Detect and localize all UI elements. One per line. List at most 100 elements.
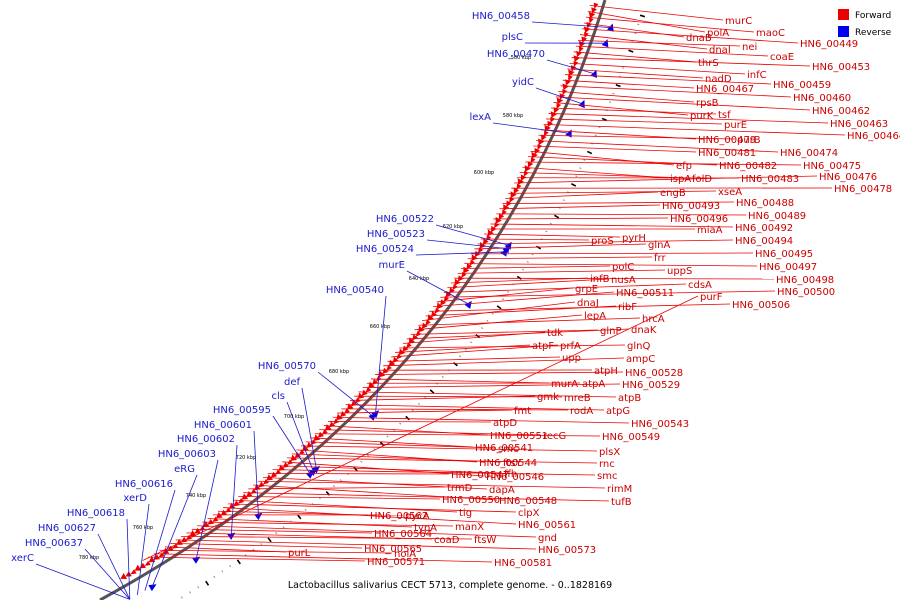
forward-feature — [509, 196, 515, 203]
ruler-tick — [575, 175, 578, 178]
ruler-label: 760 kbp — [133, 525, 153, 531]
ruler-tick — [639, 14, 646, 18]
reverse-gene-label: murE — [378, 260, 405, 271]
ruler-label: 740 kbp — [186, 493, 206, 499]
forward-gene-label: purL — [288, 548, 311, 559]
forward-feature — [336, 413, 343, 421]
forward-label-line — [577, 39, 741, 47]
ruler-tick — [516, 275, 522, 280]
forward-gene-label: smc — [597, 471, 617, 482]
reverse-gene-label: HN6_00602 — [177, 434, 235, 445]
forward-gene-label: HN6_00500 — [777, 287, 835, 298]
legend-forward-label: Forward — [855, 11, 891, 21]
forward-gene-label: mreB — [564, 393, 591, 404]
forward-gene-label: HN6_00482 — [719, 161, 777, 172]
forward-label-line — [191, 528, 373, 534]
forward-gene-label: miaA — [697, 225, 723, 236]
forward-label-line — [341, 408, 569, 411]
reverse-label-line — [375, 295, 387, 414]
forward-gene-label: glnQ — [627, 341, 650, 352]
forward-label-line — [410, 329, 599, 335]
forward-gene-label: uppS — [667, 266, 692, 277]
ruler-tick — [634, 32, 637, 34]
forward-feature — [503, 204, 510, 211]
ruler-tick — [583, 159, 586, 161]
forward-label-line — [414, 314, 583, 331]
forward-label-line — [573, 51, 697, 63]
forward-label-line — [223, 507, 517, 525]
forward-gene-label: HN6_00528 — [625, 368, 683, 379]
forward-label-line — [305, 441, 497, 449]
forward-gene-label: recG — [543, 431, 566, 442]
forward-gene-label: tig — [459, 508, 472, 519]
forward-label-line — [399, 344, 626, 349]
forward-label-line — [181, 535, 473, 540]
reverse-feature — [227, 532, 236, 540]
ruler-tick — [571, 183, 577, 187]
forward-gene-label: pyrH — [622, 233, 646, 244]
forward-label-line — [170, 542, 363, 549]
ruler-label: 720 kbp — [236, 455, 256, 461]
forward-label-line — [370, 378, 550, 384]
reverse-gene-label: HN6_00540 — [326, 285, 384, 296]
forward-gene-label: fmt — [514, 406, 531, 417]
legend: Forward Reverse — [838, 9, 892, 38]
forward-feature — [382, 367, 389, 375]
reverse-label-lines — [35, 21, 611, 600]
ruler-tick — [458, 355, 462, 358]
forward-label-line — [543, 123, 846, 136]
forward-gene-label: dnaI — [709, 45, 731, 56]
forward-feature — [440, 299, 447, 306]
forward-gene-label: HN6_00549 — [602, 432, 660, 443]
forward-label-line — [480, 238, 590, 241]
forward-gene-label: HN6_00581 — [494, 558, 552, 569]
legend-reverse-label: Reverse — [855, 28, 892, 38]
reverse-gene-label: lexA — [469, 112, 491, 123]
ruler-tick — [562, 199, 566, 202]
forward-feature — [578, 46, 584, 53]
ruler-tick — [496, 305, 502, 310]
ruler-tick — [579, 167, 582, 170]
reverse-label-line — [35, 563, 130, 600]
forward-label-line — [447, 278, 610, 289]
forward-label-line — [301, 445, 598, 452]
reverse-label-line — [195, 459, 219, 559]
ruler-tick — [360, 460, 363, 463]
forward-label-line — [505, 191, 659, 199]
reverse-feature — [305, 471, 314, 479]
forward-gene-label: HN6_00543 — [631, 419, 689, 430]
forward-gene-label: HN6_00493 — [662, 201, 720, 212]
forward-feature — [134, 564, 142, 571]
forward-feature — [317, 431, 324, 438]
reverse-label-line — [546, 59, 595, 75]
forward-feature — [581, 36, 588, 43]
reverse-label-line — [415, 251, 505, 256]
forward-gene-label: atpD — [493, 418, 517, 429]
forward-gene-label: purB — [737, 135, 761, 146]
forward-gene-label: polA — [707, 28, 729, 39]
forward-gene-label: plsX — [599, 447, 620, 458]
ruler-tick — [622, 67, 625, 69]
reverse-feature — [500, 248, 508, 257]
forward-gene-label: HN6_00489 — [748, 211, 806, 222]
forward-feature — [340, 410, 347, 418]
forward-label-line — [514, 175, 818, 184]
forward-label-line — [581, 28, 799, 44]
ruler-label: 640 kbp — [409, 276, 429, 282]
ruler-tick — [282, 526, 285, 529]
forward-label-line — [332, 416, 630, 424]
forward-label-line — [175, 539, 537, 550]
forward-feature — [547, 120, 553, 128]
forward-feature — [258, 481, 265, 488]
ruler-tick — [549, 222, 552, 225]
reverse-label-line — [426, 239, 507, 249]
ruler-tick — [236, 559, 241, 565]
forward-feature — [559, 93, 566, 100]
forward-label-line — [418, 317, 641, 326]
forward-label-line — [454, 277, 775, 280]
forward-feature — [298, 449, 305, 456]
reverse-label-line — [84, 548, 131, 600]
forward-label-line — [337, 409, 513, 414]
reverse-label-line — [152, 474, 198, 587]
